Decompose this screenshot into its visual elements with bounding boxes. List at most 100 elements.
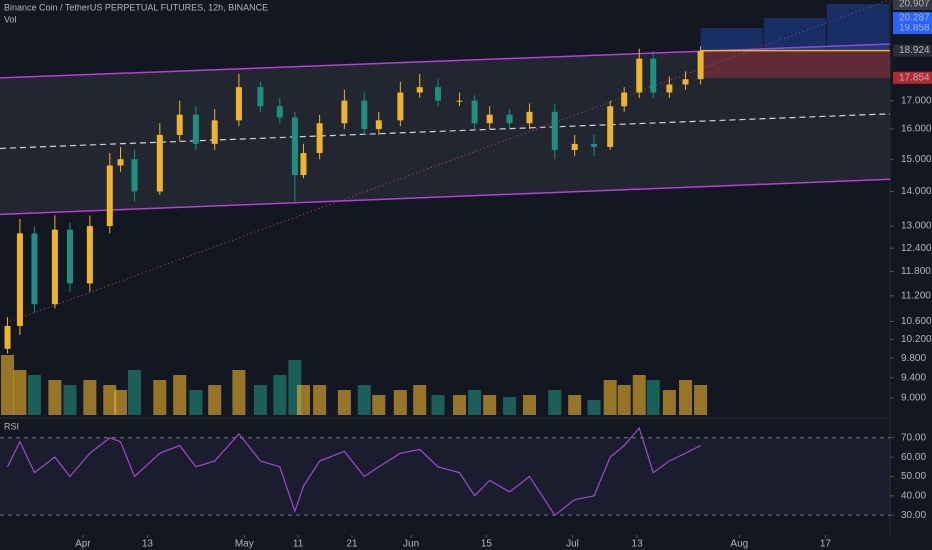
candle-body <box>375 120 382 130</box>
price-tag-label: 20.287 <box>899 13 930 24</box>
x-tick-label: Jul <box>566 539 579 550</box>
y-tick-label: 10.200 <box>901 334 932 345</box>
x-tick-label: Jun <box>403 539 419 550</box>
x-tick-label: Apr <box>75 539 91 550</box>
candle-body <box>235 87 242 121</box>
candle-body <box>31 233 38 305</box>
x-tick-label: 11 <box>293 539 304 550</box>
volume-bar <box>173 375 187 415</box>
candle-body <box>506 114 513 124</box>
volume-bar <box>208 385 222 415</box>
candle-body <box>435 87 442 101</box>
volume-bar <box>503 397 517 415</box>
target-box <box>700 28 763 51</box>
volume-bar <box>431 395 445 415</box>
volume-bar <box>232 370 246 415</box>
y-tick-label: 9.000 <box>901 393 926 404</box>
candle-body <box>697 51 704 80</box>
candle-body <box>131 159 138 192</box>
candle-body <box>106 165 113 227</box>
candle-body <box>276 106 283 118</box>
candle-body <box>300 153 307 176</box>
volume-label: Vol <box>4 14 17 24</box>
candle-body <box>571 143 578 150</box>
y-tick-label: 13.000 <box>901 221 932 232</box>
price-tag <box>893 44 932 57</box>
candle-body <box>650 58 657 93</box>
x-tick-label: Aug <box>730 539 748 550</box>
candle-body <box>526 111 533 124</box>
volume-bar <box>694 385 708 415</box>
candle-body <box>591 143 598 147</box>
candle-body <box>682 79 689 85</box>
candle-body <box>607 106 614 147</box>
volume-bar <box>1 355 15 415</box>
candle-body <box>471 100 478 124</box>
volume-bar <box>13 370 27 415</box>
candle-body <box>551 111 558 150</box>
candle-body <box>156 134 163 192</box>
stop-box <box>700 50 890 78</box>
price-tag <box>893 71 932 84</box>
volume-bar <box>646 380 660 415</box>
price-tag-label: 19.858 <box>899 23 930 34</box>
volume-bar <box>568 395 582 415</box>
candle-body <box>86 226 93 284</box>
y-tick-label: 12.400 <box>901 243 932 254</box>
volume-bar <box>357 385 371 415</box>
y-tick-label: 15.000 <box>901 154 932 165</box>
price-tag <box>893 0 932 10</box>
channel-lower <box>0 178 891 216</box>
price-tag-label: 18.924 <box>899 45 930 56</box>
x-tick-label: 15 <box>481 539 493 550</box>
volume-bar <box>27 375 41 415</box>
volume-bar <box>413 385 427 415</box>
volume-bar <box>662 390 676 415</box>
candle-body <box>257 87 264 107</box>
price-tag <box>893 22 932 35</box>
y-tick-label: 17.000 <box>901 95 932 106</box>
volume-bar <box>83 380 97 415</box>
candle-body <box>66 229 73 284</box>
rsi-line <box>6 426 701 517</box>
price-tag-label: 20.907 <box>899 0 930 10</box>
rsi-tick-label: 70.00 <box>901 432 926 443</box>
candle-body <box>397 92 404 121</box>
volume-bar <box>522 395 536 415</box>
price-tag-label: 17.854 <box>899 72 930 83</box>
x-tick-label: 17 <box>820 539 832 550</box>
volume-bar <box>128 370 142 415</box>
x-tick-label: 13 <box>142 539 154 550</box>
rsi-tick-label: 60.00 <box>901 452 926 463</box>
target-box <box>763 18 826 51</box>
candle-body <box>361 100 368 130</box>
rsi-band <box>0 437 890 516</box>
candle-body <box>666 84 673 93</box>
volume-bar <box>617 385 631 415</box>
x-tick-label: May <box>235 539 254 550</box>
y-tick-label: 11.200 <box>901 290 931 301</box>
volume-bar <box>273 375 287 415</box>
target-box <box>826 4 889 51</box>
volume-bar <box>189 390 203 415</box>
rsi-tick-label: 40.00 <box>901 490 926 501</box>
candle-body <box>211 120 218 144</box>
price-tag <box>893 12 932 25</box>
candle-body <box>456 100 463 102</box>
volume-bar <box>103 385 117 415</box>
channel-upper <box>0 43 891 79</box>
y-tick-label: 10.600 <box>901 316 932 327</box>
candle-body <box>176 114 183 135</box>
rsi-tick-label: 50.00 <box>901 471 926 482</box>
y-tick-label: 9.400 <box>901 372 926 383</box>
y-tick-label: 11.800 <box>901 266 931 277</box>
candle-body <box>117 159 124 166</box>
volume-bar <box>337 390 351 415</box>
candle-body <box>51 229 58 305</box>
candle-body <box>291 117 298 176</box>
x-tick-label: 13 <box>632 539 644 550</box>
volume-bar <box>153 380 167 415</box>
candle-body <box>192 114 199 144</box>
candle-body <box>316 123 323 154</box>
